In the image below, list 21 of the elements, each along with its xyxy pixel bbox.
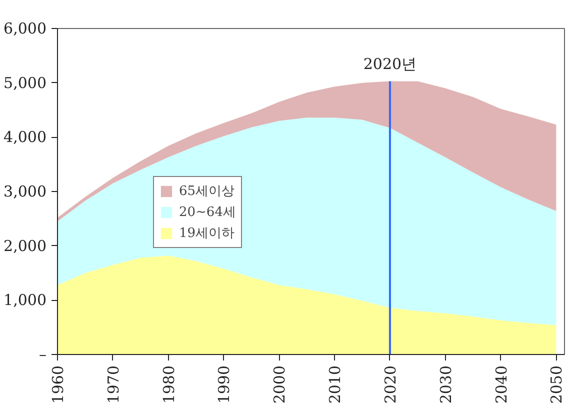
- y-tick-label: 5,000: [4, 74, 47, 92]
- y-tick-label: 4,000: [4, 128, 47, 146]
- y-tick-label: 1,000: [4, 291, 47, 310]
- x-tick-label: 2040: [492, 365, 510, 404]
- x-tick-label: 2000: [270, 365, 289, 404]
- x-tick-label: 1990: [215, 365, 234, 404]
- x-tick-label: 2050: [548, 365, 566, 404]
- ref-line-label: 2020년: [363, 55, 417, 74]
- x-tick-label: 2010: [326, 365, 344, 404]
- x-tick-label: 2030: [436, 365, 455, 404]
- legend-label: 19세이하: [179, 225, 235, 242]
- y-tick-label: 2,000: [4, 236, 47, 255]
- y-tick-label: 3,000: [4, 182, 47, 200]
- y-tick-label: 6,000: [4, 20, 47, 38]
- x-tick-label: 1960: [49, 365, 67, 404]
- y-tick-label: –: [39, 346, 46, 364]
- x-tick-label: 2020: [381, 365, 400, 404]
- legend-label: 65세이상: [179, 183, 235, 200]
- x-tick-label: 1970: [104, 365, 122, 404]
- legend-label: 20~64세: [179, 204, 236, 221]
- x-tick-label: 1980: [160, 365, 178, 404]
